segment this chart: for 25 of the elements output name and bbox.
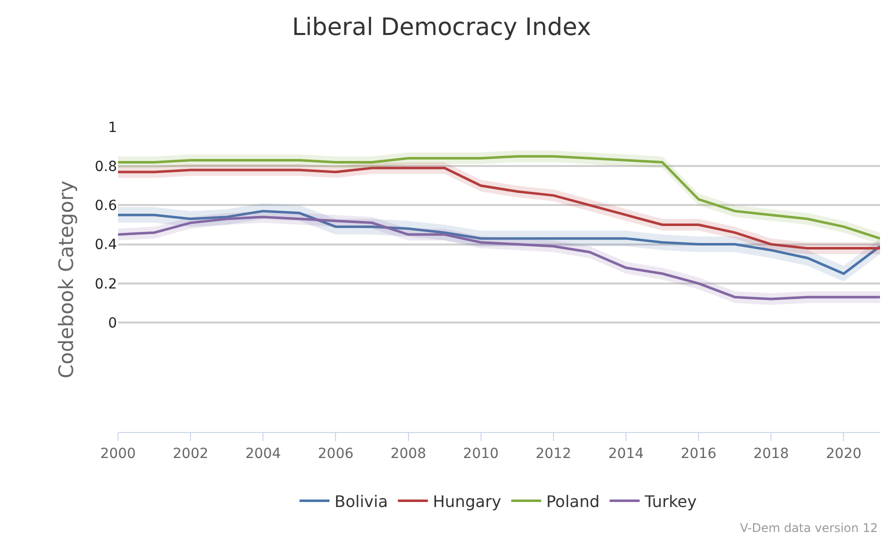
x-tick-label: 2002 xyxy=(172,446,208,462)
x-tick-label: 2000 xyxy=(100,446,136,462)
x-tick-label: 2020 xyxy=(826,446,862,462)
text: V-Dem data version 12 xyxy=(740,521,878,535)
x-tick-label: 2012 xyxy=(536,446,572,462)
line-series xyxy=(118,210,880,275)
y-tick-label: 0.6 xyxy=(94,198,118,214)
y-axis-title: Codebook Category xyxy=(54,180,78,378)
x-tick-label: 2008 xyxy=(390,446,426,462)
y-tick-label: 1 xyxy=(108,120,117,136)
x-tick-label: 2018 xyxy=(753,446,789,462)
y-tick-label: 0.8 xyxy=(94,159,117,175)
x-tick-label: 2014 xyxy=(608,446,644,462)
y-tick-label: 0.2 xyxy=(94,276,117,292)
x-tick-label: 2006 xyxy=(318,446,354,462)
x-tick-label: 2016 xyxy=(680,446,716,462)
x-tick-label: 2010 xyxy=(463,446,499,462)
legend-label: Turkey xyxy=(644,492,697,511)
legend-label: Poland xyxy=(546,492,600,511)
legend-label: Hungary xyxy=(432,492,502,511)
legend-label: Bolivia xyxy=(334,492,388,511)
chart-title: Liberal Democracy Index xyxy=(292,13,592,42)
x-tick-label: 2004 xyxy=(245,446,282,462)
y-tick-label: 0.4 xyxy=(94,237,118,254)
y-tick-label: 0 xyxy=(108,315,117,332)
